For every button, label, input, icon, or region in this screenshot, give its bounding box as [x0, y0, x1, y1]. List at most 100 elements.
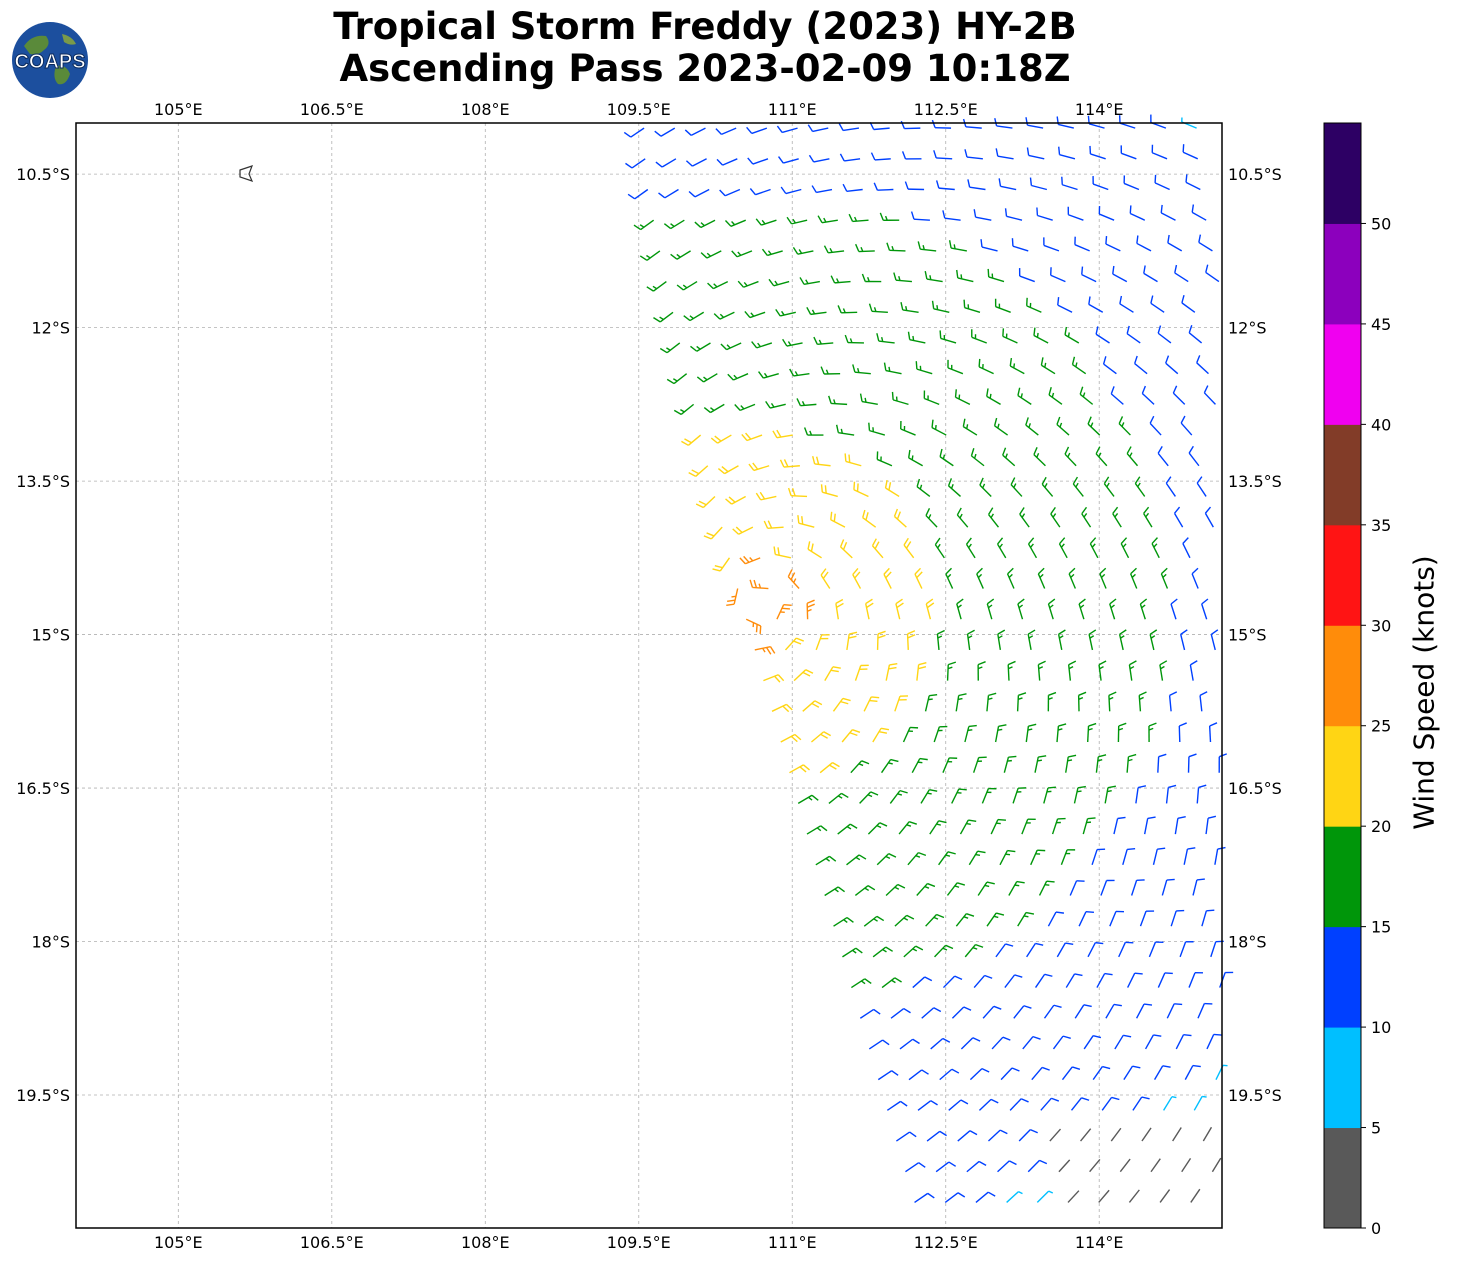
wind-barb [1122, 847, 1136, 865]
wind-barb [1174, 815, 1186, 835]
wind-barb [934, 537, 945, 559]
wind-barb [1092, 1065, 1111, 1081]
wind-barb [1007, 660, 1016, 681]
wind-barb [876, 333, 895, 344]
wind-barb [810, 731, 832, 743]
wind-barb [1139, 598, 1148, 620]
lon-tick-label: 108°E [461, 100, 510, 119]
wind-barb [710, 434, 732, 444]
wind-barb [1157, 325, 1172, 344]
wind-barb [1098, 206, 1115, 221]
wind-barb [995, 943, 1014, 958]
wind-barb [907, 331, 926, 344]
wind-barb [1141, 385, 1155, 405]
lat-tick-label: 13.5°S [1228, 472, 1282, 491]
wind-barb [1078, 911, 1095, 927]
wind-barb [1120, 145, 1137, 160]
wind-barb [748, 462, 770, 472]
wind-barb [900, 420, 916, 436]
wind-barb [1120, 537, 1130, 559]
colorbar-frame [1323, 122, 1362, 1229]
wind-barb [731, 250, 753, 258]
wind-barb [1175, 1033, 1192, 1050]
wind-barb [780, 186, 802, 195]
lon-tick-label: 112.5°E [914, 100, 978, 119]
wind-barb [883, 567, 892, 589]
wind-barb [862, 509, 877, 528]
lon-tick-label: 106.5°E [300, 1233, 364, 1252]
wind-barb [683, 311, 705, 322]
wind-barb [987, 1129, 1008, 1142]
wind-barb [1009, 357, 1025, 375]
wind-barb [1064, 326, 1080, 344]
wind-barb [1157, 972, 1173, 988]
wind-barb [1172, 1127, 1182, 1142]
wind-barb [1092, 176, 1109, 191]
wind-barb [1112, 506, 1122, 528]
wind-barb [842, 947, 863, 958]
wind-barb [1040, 357, 1056, 375]
wind-barb [848, 213, 869, 223]
wind-barb [901, 151, 922, 160]
wind-barb [908, 449, 923, 467]
wind-barb [807, 124, 829, 133]
wind-barb [1197, 1002, 1213, 1019]
wind-barb [962, 418, 978, 436]
chart-title: Tropical Storm Freddy (2023) HY-2B Ascen… [230, 6, 1180, 90]
lon-tick-label: 109.5°E [607, 100, 671, 119]
wind-barb [830, 511, 846, 528]
wind-barb [1067, 206, 1084, 221]
wind-barb [746, 126, 768, 135]
wind-barb [807, 541, 822, 559]
wind-barb [625, 158, 646, 169]
title-line-2: Ascending Pass 2023-02-09 10:18Z [339, 47, 1071, 90]
colorbar-tick-label: 40 [1371, 415, 1391, 434]
wind-barb [948, 240, 967, 252]
wind-barb [904, 181, 925, 191]
colorbar-tick-label: 25 [1371, 717, 1391, 736]
wind-barb [947, 359, 964, 375]
wind-barb [872, 727, 890, 743]
wind-barb [771, 703, 793, 713]
wind-barb [1088, 629, 1097, 651]
wind-barb [1017, 911, 1035, 927]
lon-tick-labels-top: 105°E 106.5°E 108°E 109.5°E 111°E 112.5°E 114°… [154, 100, 1124, 119]
wind-barb [1151, 537, 1160, 559]
wind-barb [817, 215, 838, 224]
wind-barb [1103, 476, 1115, 497]
wind-barb [789, 368, 810, 377]
wind-barb [980, 239, 998, 252]
wind-barb [1021, 818, 1036, 835]
wind-barb [1193, 1095, 1207, 1111]
wind-barb [1025, 723, 1037, 743]
wind-barb [1188, 972, 1204, 988]
wind-barb [1196, 355, 1209, 375]
wind-barb [986, 912, 1005, 927]
wind-barb [1218, 753, 1228, 773]
wind-barb [1161, 878, 1175, 896]
map-grid [76, 123, 1222, 1228]
wind-barb [1101, 1096, 1120, 1111]
wind-barb [776, 604, 792, 620]
wind-barb [824, 886, 846, 897]
wind-barb [819, 761, 840, 774]
wind-barb [707, 280, 729, 290]
wind-barb [1105, 1003, 1122, 1019]
wind-barb [1163, 1096, 1177, 1111]
wind-barb [1119, 1158, 1131, 1173]
colorbar: 0 5 10 15 20 25 30 35 40 45 50 [1323, 122, 1391, 1238]
wind-barb [1087, 941, 1104, 958]
wind-barb [931, 300, 950, 313]
wind-barb [868, 303, 888, 313]
wind-barb [917, 241, 937, 252]
wind-barb [787, 569, 800, 590]
wind-barb [833, 916, 854, 927]
wind-barb [1174, 264, 1189, 283]
wind-barb [653, 311, 674, 323]
colorbar-tick-label: 0 [1371, 1219, 1381, 1238]
wind-barb [844, 334, 864, 344]
wind-barb [1134, 476, 1146, 497]
wind-barb [1088, 296, 1104, 313]
wind-barb [761, 248, 783, 257]
wind-barb [1170, 598, 1178, 620]
